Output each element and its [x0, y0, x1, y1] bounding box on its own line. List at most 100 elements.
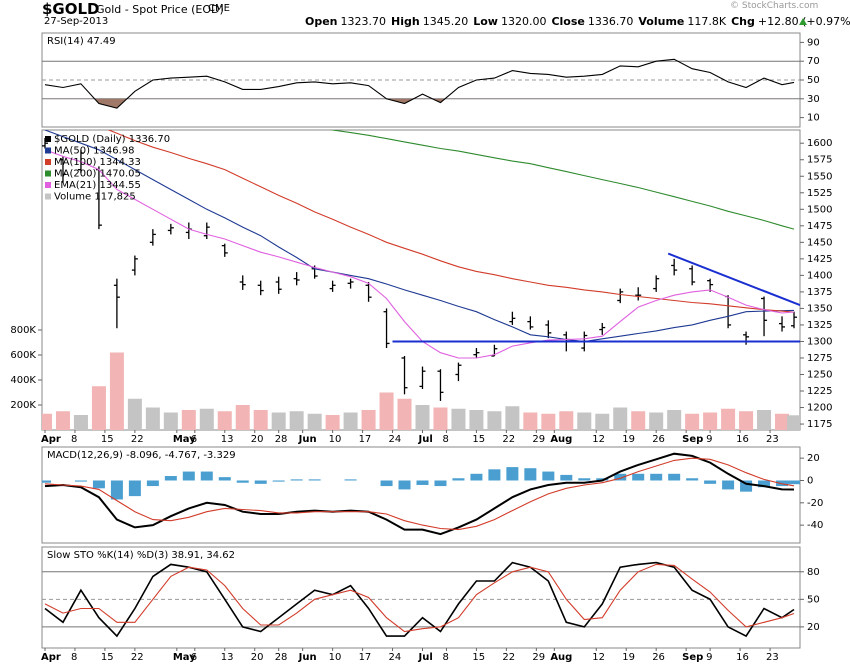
histogram-bar: [758, 480, 771, 488]
histogram-bar: [596, 478, 609, 481]
histogram-bar: [470, 473, 483, 481]
volume-bar: [361, 410, 376, 430]
x-tick-label: 6: [191, 652, 197, 663]
x-tick-label: Sep: [682, 652, 703, 663]
histogram-bar: [182, 471, 195, 481]
x-tick-label: 10: [329, 434, 342, 445]
volume-bar: [55, 411, 70, 430]
x-tick-label: 28: [275, 652, 288, 663]
histogram-bar: [704, 480, 717, 484]
volume-bar: [42, 413, 52, 430]
histogram-bar: [740, 480, 753, 492]
series-line: [329, 130, 795, 230]
volume-bar: [703, 412, 718, 430]
x-tick-label: Jul: [417, 652, 432, 663]
volume-bar: [235, 405, 250, 430]
x-tick-label: 22: [131, 434, 144, 445]
symbol: $GOLD: [42, 0, 100, 18]
volume-bar: [469, 410, 484, 430]
x-tick-label: Apr: [41, 652, 61, 663]
y-tick-label: 1550: [807, 171, 832, 182]
x-tick-label: Apr: [41, 434, 61, 445]
x-tick-label: 29: [532, 434, 545, 445]
histogram-bar: [434, 480, 447, 487]
y-tick-label: 80: [807, 567, 820, 578]
volume-bar: [541, 413, 556, 430]
x-tick-label: 24: [389, 434, 402, 445]
histogram-bar: [542, 471, 555, 481]
x-tick-label: Aug: [550, 434, 572, 445]
volume-bar: [487, 411, 502, 430]
volume-bar: [631, 411, 646, 430]
y-tick-label: 1425: [807, 254, 832, 265]
panel-frame: [41, 546, 801, 649]
x-tick-label: 29: [532, 652, 545, 663]
histogram-bar: [614, 473, 627, 481]
panel-frame: [41, 129, 801, 431]
histogram-bar: [560, 474, 573, 481]
x-tick-label: 15: [101, 652, 114, 663]
y-tick-label: 90: [807, 37, 820, 48]
x-tick-label: 13: [221, 652, 234, 663]
x-tick-label: Jul: [417, 434, 432, 445]
x-tick-label: 20: [251, 434, 264, 445]
y-tick-label: 10: [807, 113, 820, 124]
volume-bar: [145, 407, 160, 430]
series-line: [44, 452, 795, 536]
y-tick-label: 1500: [807, 204, 832, 215]
histogram-bar: [308, 479, 321, 481]
x-tick-label: 19: [622, 652, 635, 663]
x-tick-label: 26: [652, 652, 665, 663]
volume-bar: [343, 412, 358, 430]
watermark: © StockCharts.com: [730, 1, 819, 11]
volume-bar: [559, 411, 574, 430]
x-tick-label: 17: [359, 434, 372, 445]
quote-label: Close: [551, 15, 585, 28]
volume-bar: [523, 412, 538, 430]
y-tick-label: 0: [807, 475, 813, 486]
legend-label: Volume 117,825: [54, 192, 136, 203]
histogram-bar: [722, 480, 735, 490]
volume-bar: [181, 410, 196, 430]
legend-swatch: [45, 170, 51, 177]
x-tick-label: 22: [502, 434, 515, 445]
y-tick-label: 1275: [807, 353, 832, 364]
y2-tick-label: 400K: [10, 375, 36, 386]
y-tick-label: 1475: [807, 221, 832, 232]
histogram-bar: [506, 467, 519, 481]
exchange: CME: [208, 3, 230, 14]
y-tick-label: 1325: [807, 320, 832, 331]
panel-title: MACD(12,26,9) -8.096, -4.767, -3.329: [47, 450, 236, 461]
legend-label: MA(50) 1346.98: [54, 146, 135, 157]
volume-bar: [667, 410, 682, 430]
x-tick-label: 15: [472, 652, 485, 663]
x-tick-label: 16: [736, 652, 749, 663]
series-line: [107, 130, 795, 313]
histogram-bar: [524, 468, 537, 481]
volume-bar: [415, 405, 430, 430]
volume-bar: [289, 411, 304, 430]
panel-title: RSI(14) 47.49: [47, 36, 116, 47]
plot-area: [42, 130, 800, 430]
histogram-bar: [398, 480, 411, 490]
x-tick-label: 8: [442, 652, 448, 663]
oversold-fill: [94, 98, 446, 109]
histogram-bar: [380, 480, 393, 487]
trend-line: [667, 252, 800, 307]
x-tick-label: Aug: [550, 652, 572, 663]
x-tick-label: Jun: [298, 434, 317, 445]
histogram-bar: [272, 480, 285, 482]
series-line: [44, 561, 795, 638]
histogram-bar: [218, 477, 231, 481]
volume-bar: [217, 411, 232, 430]
x-tick-label: 9: [706, 652, 712, 663]
x-tick-label: 15: [101, 434, 114, 445]
legend-label: MA(100) 1344.33: [54, 157, 141, 168]
volume-bar: [451, 408, 466, 430]
histogram-bar: [686, 478, 699, 481]
x-tick-label: May: [173, 652, 196, 663]
y2-tick-label: 200K: [10, 400, 36, 411]
x-tick-label: 24: [389, 652, 402, 663]
histogram-bar: [164, 476, 177, 481]
x-tick-label: 19: [622, 434, 635, 445]
